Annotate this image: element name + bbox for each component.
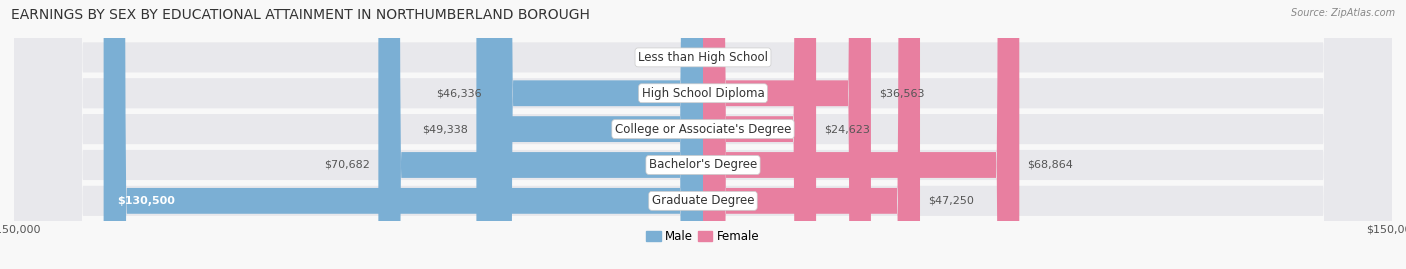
Text: Graduate Degree: Graduate Degree <box>652 194 754 207</box>
Text: $46,336: $46,336 <box>436 88 482 98</box>
FancyBboxPatch shape <box>703 0 1019 269</box>
FancyBboxPatch shape <box>14 0 1392 269</box>
FancyBboxPatch shape <box>104 0 703 269</box>
Text: $49,338: $49,338 <box>422 124 468 134</box>
Text: $47,250: $47,250 <box>928 196 974 206</box>
FancyBboxPatch shape <box>14 0 1392 269</box>
Text: $70,682: $70,682 <box>325 160 370 170</box>
FancyBboxPatch shape <box>14 0 1392 269</box>
FancyBboxPatch shape <box>477 0 703 269</box>
FancyBboxPatch shape <box>378 0 703 269</box>
Legend: Male, Female: Male, Female <box>641 225 765 247</box>
Text: $0: $0 <box>711 52 725 62</box>
FancyBboxPatch shape <box>703 0 920 269</box>
Text: Source: ZipAtlas.com: Source: ZipAtlas.com <box>1291 8 1395 18</box>
Text: $130,500: $130,500 <box>117 196 176 206</box>
FancyBboxPatch shape <box>491 0 703 269</box>
FancyBboxPatch shape <box>14 0 1392 269</box>
Text: $36,563: $36,563 <box>879 88 925 98</box>
Text: $68,864: $68,864 <box>1028 160 1073 170</box>
Text: $24,623: $24,623 <box>824 124 870 134</box>
FancyBboxPatch shape <box>703 0 815 269</box>
Text: College or Associate's Degree: College or Associate's Degree <box>614 123 792 136</box>
FancyBboxPatch shape <box>14 0 1392 269</box>
FancyBboxPatch shape <box>703 0 870 269</box>
Text: $0: $0 <box>681 52 695 62</box>
Text: Bachelor's Degree: Bachelor's Degree <box>650 158 756 171</box>
Text: EARNINGS BY SEX BY EDUCATIONAL ATTAINMENT IN NORTHUMBERLAND BOROUGH: EARNINGS BY SEX BY EDUCATIONAL ATTAINMEN… <box>11 8 591 22</box>
Text: High School Diploma: High School Diploma <box>641 87 765 100</box>
Text: Less than High School: Less than High School <box>638 51 768 64</box>
